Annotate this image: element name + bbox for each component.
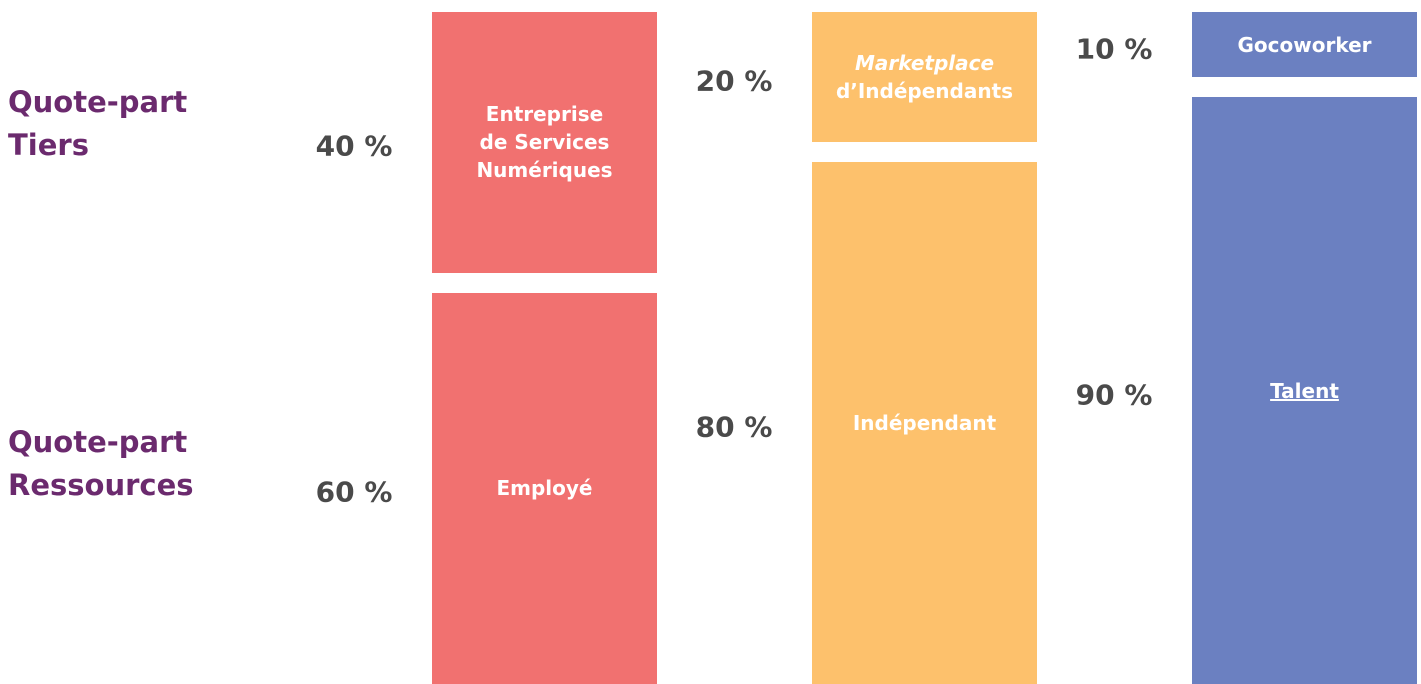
bar-segment: Entreprise de Services Numériques [432, 12, 657, 273]
segment-label: Gocoworker [1237, 32, 1372, 57]
bar-segment: Marketplace d’Indépendants [812, 12, 1037, 143]
segment-label: Employé [496, 476, 593, 501]
segment-label: d’Indépendants [835, 79, 1014, 104]
value-label: 60 % [315, 475, 393, 509]
segment-label: Entreprise [485, 102, 604, 127]
bar-segment: Indépendant [812, 162, 1037, 684]
value-label: 80 % [695, 410, 773, 444]
segment-label: Numériques [476, 158, 613, 183]
value-label: 20 % [695, 64, 773, 98]
value-label: 90 % [1075, 378, 1153, 412]
segment-label: de Services [479, 130, 610, 155]
segment-label: Talent [1270, 378, 1339, 403]
bar-segment: Talent [1192, 97, 1417, 684]
value-label: 40 % [315, 129, 393, 163]
bar-segment: Gocoworker [1192, 12, 1417, 78]
segment-label: Marketplace [854, 51, 995, 76]
bar-segment: Employé [432, 292, 657, 684]
series-label: Quote-part Ressources [8, 425, 194, 502]
series-label: Quote-part Tiers [8, 85, 188, 162]
segment-label: Indépendant [852, 411, 997, 436]
value-label: 10 % [1075, 32, 1153, 66]
